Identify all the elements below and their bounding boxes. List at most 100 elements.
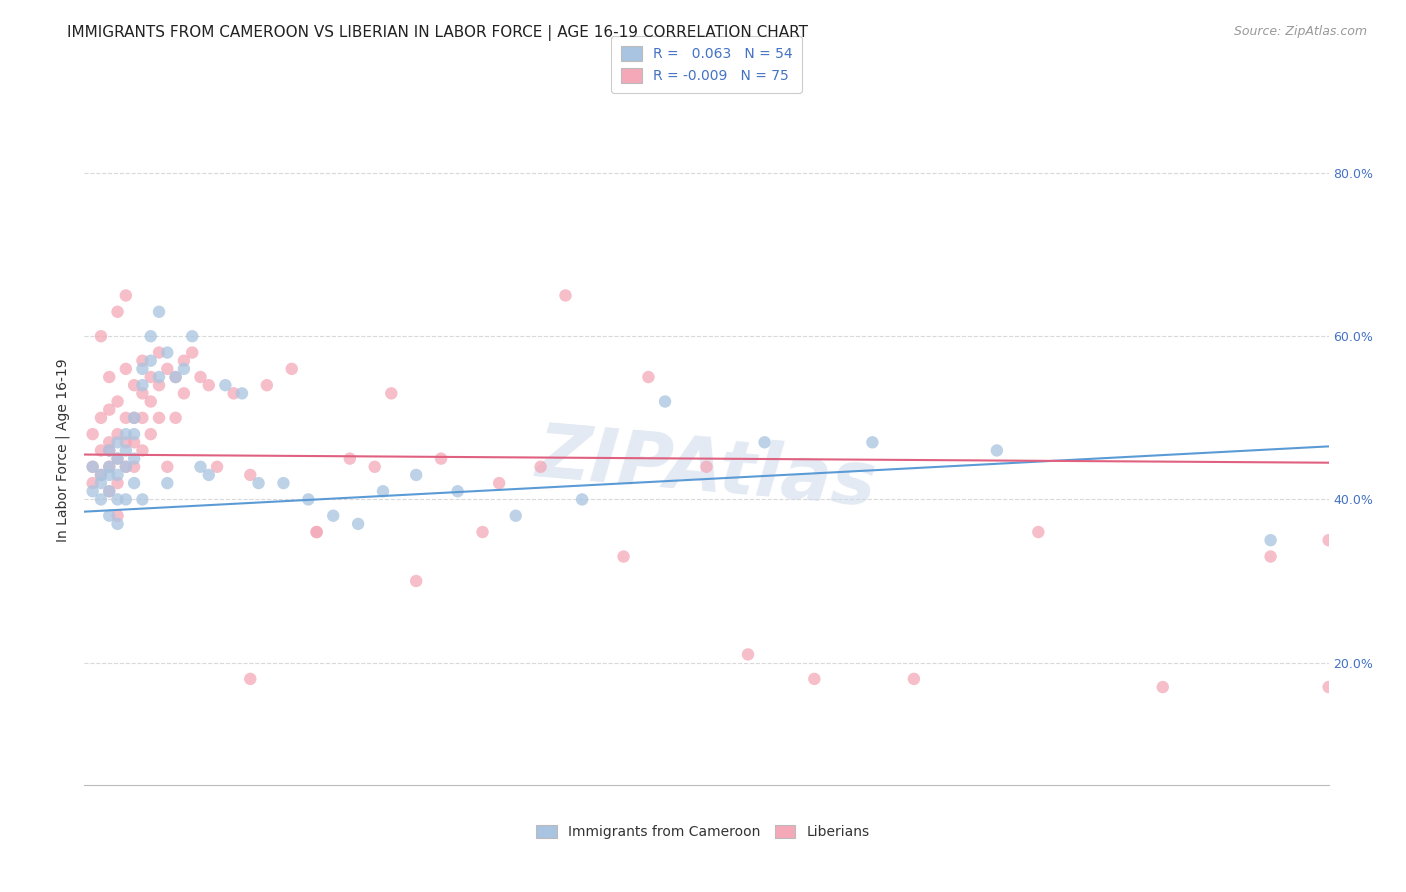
Point — [156, 345, 179, 359]
Point — [115, 459, 138, 474]
Point — [90, 410, 112, 425]
Point — [222, 386, 245, 401]
Legend: Immigrants from Cameroon, Liberians: Immigrants from Cameroon, Liberians — [531, 820, 875, 845]
Point — [364, 459, 387, 474]
Point — [986, 443, 1008, 458]
Point — [90, 476, 112, 491]
Point — [115, 362, 138, 376]
Point — [214, 378, 236, 392]
Point — [98, 435, 121, 450]
Point — [322, 508, 344, 523]
Point — [165, 370, 187, 384]
Point — [571, 492, 593, 507]
Point — [139, 329, 162, 343]
Point — [90, 492, 112, 507]
Point — [122, 378, 145, 392]
Point — [115, 435, 138, 450]
Point — [696, 459, 718, 474]
Point — [115, 492, 138, 507]
Point — [139, 427, 162, 442]
Y-axis label: In Labor Force | Age 16-19: In Labor Force | Age 16-19 — [56, 359, 70, 542]
Point — [98, 370, 121, 384]
Point — [122, 451, 145, 466]
Point — [1317, 680, 1340, 694]
Point — [98, 459, 121, 474]
Point — [107, 435, 129, 450]
Point — [115, 459, 138, 474]
Point — [654, 394, 676, 409]
Point — [156, 362, 179, 376]
Point — [239, 467, 262, 482]
Point — [107, 427, 129, 442]
Point — [197, 378, 219, 392]
Point — [273, 476, 295, 491]
Point — [256, 378, 278, 392]
Point — [98, 443, 121, 458]
Point — [447, 484, 470, 499]
Point — [1260, 549, 1282, 564]
Point — [107, 476, 129, 491]
Point — [554, 288, 576, 302]
Point — [430, 451, 453, 466]
Point — [1028, 524, 1050, 539]
Point — [281, 362, 304, 376]
Point — [90, 467, 112, 482]
Point — [488, 476, 510, 491]
Point — [613, 549, 636, 564]
Point — [131, 386, 153, 401]
Point — [82, 427, 104, 442]
Text: IMMIGRANTS FROM CAMEROON VS LIBERIAN IN LABOR FORCE | AGE 16-19 CORRELATION CHAR: IMMIGRANTS FROM CAMEROON VS LIBERIAN IN … — [67, 25, 808, 41]
Point — [156, 459, 179, 474]
Point — [107, 467, 129, 482]
Point — [803, 672, 825, 686]
Point — [148, 370, 170, 384]
Point — [371, 484, 394, 499]
Point — [122, 410, 145, 425]
Point — [98, 484, 121, 499]
Point — [205, 459, 228, 474]
Point — [305, 524, 328, 539]
Point — [115, 443, 138, 458]
Point — [305, 524, 328, 539]
Point — [139, 394, 162, 409]
Point — [107, 451, 129, 466]
Point — [737, 648, 759, 662]
Point — [190, 459, 212, 474]
Point — [131, 443, 153, 458]
Point — [173, 386, 195, 401]
Legend: R =   0.063   N = 54, R = -0.009   N = 75: R = 0.063 N = 54, R = -0.009 N = 75 — [612, 36, 801, 93]
Point — [98, 459, 121, 474]
Point — [131, 378, 153, 392]
Point — [165, 370, 187, 384]
Point — [98, 443, 121, 458]
Point — [131, 353, 153, 368]
Text: Source: ZipAtlas.com: Source: ZipAtlas.com — [1233, 25, 1367, 38]
Point — [231, 386, 253, 401]
Point — [131, 492, 153, 507]
Point — [90, 443, 112, 458]
Point — [148, 345, 170, 359]
Point — [239, 672, 262, 686]
Point — [1152, 680, 1174, 694]
Point — [90, 329, 112, 343]
Point — [339, 451, 361, 466]
Point — [637, 370, 659, 384]
Point — [148, 305, 170, 319]
Point — [107, 394, 129, 409]
Point — [903, 672, 925, 686]
Point — [862, 435, 884, 450]
Point — [107, 516, 129, 531]
Point — [82, 459, 104, 474]
Point — [82, 484, 104, 499]
Point — [347, 516, 370, 531]
Point — [197, 467, 219, 482]
Point — [471, 524, 494, 539]
Point — [107, 508, 129, 523]
Point — [115, 410, 138, 425]
Point — [90, 467, 112, 482]
Point — [1260, 533, 1282, 548]
Point — [1317, 533, 1340, 548]
Point — [122, 435, 145, 450]
Point — [139, 370, 162, 384]
Point — [754, 435, 776, 450]
